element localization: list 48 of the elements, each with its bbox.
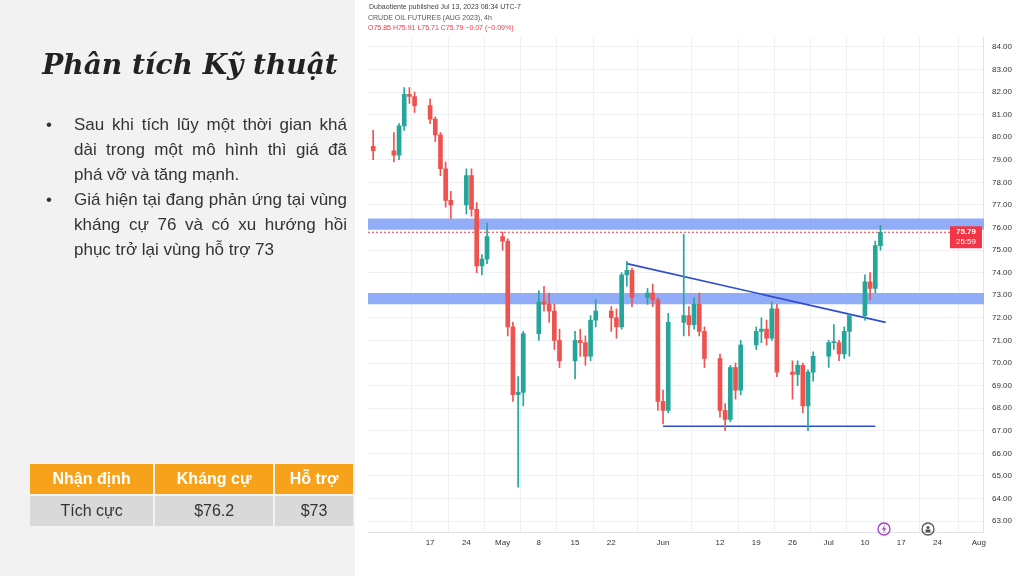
annotation: 25:59 — [955, 237, 977, 247]
y-tick-label: 84.00 — [991, 42, 1013, 52]
y-tick-label: 77.00 — [991, 200, 1013, 210]
x-tick-label: May — [495, 538, 511, 548]
y-tick-label: 80.00 — [991, 132, 1013, 142]
y-tick-label: 65.00 — [991, 471, 1013, 481]
ref-line-label: 75.79 — [955, 227, 977, 237]
text: • Giá hiện tại đang phản ứng tại vùng kháng cự 76 và có xu hướng hồi phục trở lại vùng hỗ trợ 73 — [46, 190, 347, 259]
text: Kháng cự — [155, 464, 274, 494]
y-tick-label: 70.00 — [991, 358, 1013, 368]
x-tick-label: 17 — [896, 538, 907, 548]
y-tick-label: 63.00 — [991, 516, 1013, 526]
text: Nhận định — [30, 464, 154, 494]
x-tick-label: 24 — [461, 538, 472, 548]
x-tick-label: 17 — [425, 538, 436, 548]
x-tick-label: Jul — [823, 538, 835, 548]
y-tick-label: 72.00 — [991, 313, 1013, 323]
text: $73 — [275, 496, 353, 526]
y-tick-label: 73.00 — [991, 290, 1013, 300]
x-tick-label: Jun — [656, 538, 670, 548]
text: Hỗ trợ — [275, 464, 353, 494]
text: $76.2 — [155, 496, 274, 526]
x-tick-label: 12 — [715, 538, 725, 548]
y-tick-label: 68.00 — [991, 403, 1013, 413]
x-tick-label: Aug — [971, 538, 986, 548]
y-tick-label: 83.00 — [991, 64, 1013, 74]
x-tick-label: 19 — [751, 538, 762, 548]
x-tick-label: 22 — [606, 538, 617, 548]
x-tick-label: 10 — [860, 538, 870, 548]
y-tick-label: 69.00 — [991, 380, 1013, 390]
y-tick-label: 76.00 — [991, 222, 1013, 232]
text: • Sau khi tích lũy một thời gian khá dài trong một mô hình thì giá đã phá vỡ và tăng mạnh. — [46, 115, 347, 184]
y-tick-label: 74.00 — [991, 267, 1013, 277]
y-tick-label: 79.00 — [991, 154, 1013, 164]
y-tick-label: 78.00 — [991, 177, 1013, 187]
x-tick-label: 8 — [536, 538, 542, 548]
x-tick-label: 24 — [932, 538, 943, 548]
y-tick-label: 81.00 — [991, 109, 1013, 119]
x-tick-label: 15 — [570, 538, 581, 548]
x-tick-label: 26 — [788, 538, 798, 548]
y-tick-label: 67.00 — [991, 425, 1013, 435]
y-tick-label: 82.00 — [991, 87, 1013, 97]
text: Phân tích Kỹ thuật — [40, 48, 339, 81]
y-tick-label: 66.00 — [991, 448, 1013, 458]
y-tick-label: 71.00 — [991, 335, 1013, 345]
y-tick-label: 75.00 — [991, 245, 1013, 255]
y-tick-label: 64.00 — [991, 493, 1013, 503]
text: Tích cực — [30, 496, 154, 526]
